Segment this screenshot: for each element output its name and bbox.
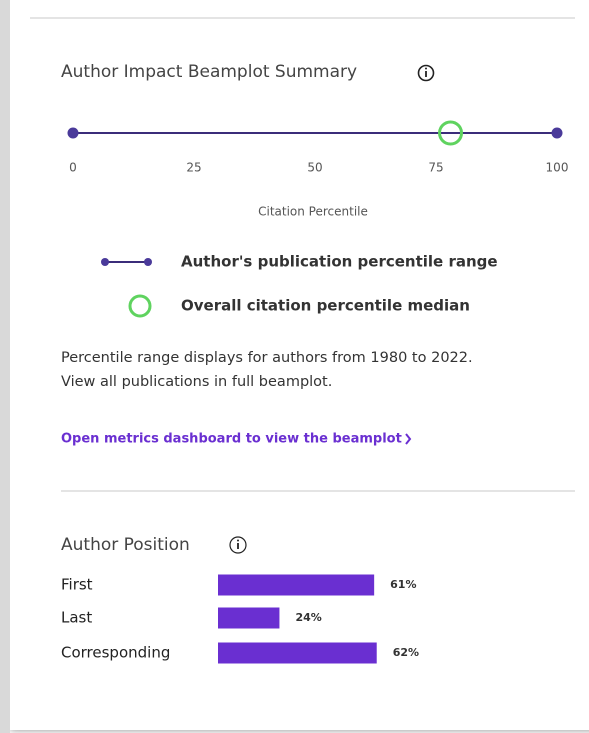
info-dot	[425, 67, 427, 70]
bar	[218, 607, 280, 629]
legend-label: Author's publication percentile range	[181, 253, 498, 271]
info-dot	[237, 539, 239, 542]
x-axis-label: Citation Percentile	[258, 205, 368, 219]
x-tick-label: 25	[186, 161, 201, 175]
info-icon[interactable]	[417, 64, 435, 82]
card	[10, 0, 589, 730]
info-circle	[417, 64, 435, 82]
info-icon[interactable]	[229, 536, 247, 554]
range-dot	[67, 127, 79, 139]
value-label: 62%	[393, 646, 419, 659]
note-line: Percentile range displays for authors fr…	[61, 350, 473, 366]
legend-dot	[101, 258, 109, 266]
category-label: Last	[61, 609, 92, 627]
range-dot	[551, 127, 563, 139]
legend-label: Overall citation percentile median	[181, 297, 470, 315]
position-title: Author Position	[61, 535, 190, 555]
value-label: 61%	[390, 578, 416, 591]
note-line: View all publications in full beamplot.	[61, 374, 332, 390]
beamplot-title: Author Impact Beamplot Summary	[61, 62, 357, 82]
x-tick-label: 75	[428, 161, 443, 175]
category-label: Corresponding	[61, 644, 170, 662]
legend-circle	[128, 294, 152, 318]
frame-edge	[0, 0, 10, 733]
value-label: 24%	[295, 611, 321, 624]
chevron	[405, 433, 412, 445]
info-circle	[229, 536, 247, 554]
x-tick-label: 0	[69, 161, 77, 175]
x-tick-label: 100	[546, 161, 569, 175]
median-marker	[438, 120, 464, 146]
bar	[218, 574, 375, 596]
dashboard-link[interactable]: Open metrics dashboard to view the beamp…	[61, 432, 412, 447]
x-tick-label: 50	[307, 161, 322, 175]
legend-dot	[144, 258, 152, 266]
link-text[interactable]: Open metrics dashboard to view the beamp…	[61, 432, 402, 447]
bar	[218, 642, 377, 664]
category-label: First	[61, 576, 93, 594]
